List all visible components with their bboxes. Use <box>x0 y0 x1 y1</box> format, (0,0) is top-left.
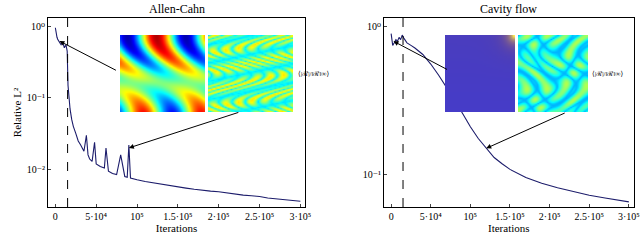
svg-text:10⁵: 10⁵ <box>464 211 478 222</box>
svg-text:0: 0 <box>53 211 58 222</box>
svg-text:10⁵: 10⁵ <box>130 211 144 222</box>
svg-text:5·10⁴: 5·10⁴ <box>420 211 442 222</box>
svg-text:Cavity flow: Cavity flow <box>480 2 537 16</box>
svg-text:1.5·10⁵: 1.5·10⁵ <box>495 211 524 222</box>
svg-text:10⁰: 10⁰ <box>367 21 381 32</box>
svg-text:5·10⁴: 5·10⁴ <box>85 211 107 222</box>
svg-text:Allen-Cahn: Allen-Cahn <box>149 2 205 16</box>
svg-text:⟨|ℛ|/‖ℛ‖∞⟩: ⟨|ℛ|/‖ℛ‖∞⟩ <box>592 70 623 78</box>
svg-text:10⁻¹: 10⁻¹ <box>27 92 45 103</box>
svg-text:10⁻²: 10⁻² <box>27 164 45 175</box>
svg-text:⟨|ℛ|/‖ℛ‖∞⟩: ⟨|ℛ|/‖ℛ‖∞⟩ <box>298 70 329 78</box>
svg-text:2.5·10⁵: 2.5·10⁵ <box>575 211 604 222</box>
svg-text:10⁰: 10⁰ <box>31 21 45 32</box>
svg-text:Iterations: Iterations <box>488 222 530 234</box>
svg-text:3·10⁵: 3·10⁵ <box>618 211 640 222</box>
svg-text:10⁻¹: 10⁻¹ <box>363 169 381 180</box>
svg-text:1.5·10⁵: 1.5·10⁵ <box>163 211 192 222</box>
svg-text:Iterations: Iterations <box>156 222 198 234</box>
svg-text:2.5·10⁵: 2.5·10⁵ <box>245 211 274 222</box>
svg-text:Relative L²: Relative L² <box>11 87 23 137</box>
svg-text:3·10⁵: 3·10⁵ <box>289 211 311 222</box>
svg-text:2·10⁵: 2·10⁵ <box>208 211 230 222</box>
svg-text:0: 0 <box>389 211 394 222</box>
svg-text:2·10⁵: 2·10⁵ <box>539 211 561 222</box>
